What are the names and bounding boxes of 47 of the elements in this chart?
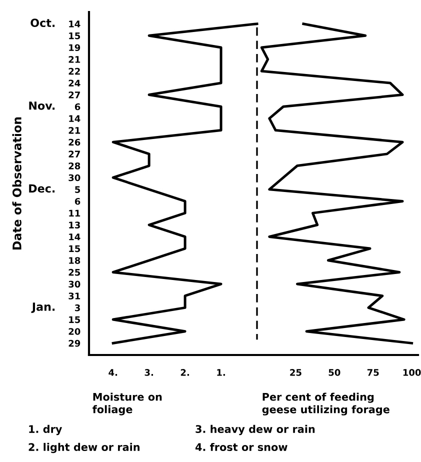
y-tick-label: 13 [69, 222, 80, 228]
text: 3. heavy dew or rain [196, 424, 315, 436]
y-tick-label: 5 [75, 186, 80, 193]
x-axis-title: Per cent of feeding geese utilizing forage [262, 392, 390, 416]
x-tick-label: 2. [180, 369, 189, 376]
y-tick-label: 14 [69, 115, 80, 122]
x-tick-label: 3. [144, 369, 154, 376]
y-tick-label: 25 [68, 268, 80, 276]
y-tick-label: 26 [68, 138, 80, 146]
y-tick-label: 27 [68, 150, 80, 158]
x-axis-title: Moisture on foliage [92, 392, 162, 416]
x-tick-label: 50 [328, 369, 340, 376]
text: Jan. [31, 302, 55, 313]
y-tick-label: 14 [69, 234, 80, 240]
text: Nov. [29, 102, 55, 110]
y-tick-label: 15 [69, 316, 80, 324]
y-axis-title: Date of Observation [12, 117, 22, 250]
x-tick-label: 25 [290, 369, 302, 376]
y-tick-label: 31 [68, 292, 80, 300]
y-tick-label: 30 [68, 174, 80, 182]
y-tick-label: 6 [74, 198, 80, 205]
y-tick-label: 24 [68, 80, 80, 86]
x-tick-label: 100 [403, 369, 421, 376]
text: Oct. [30, 18, 55, 28]
y-tick-label: 14 [69, 20, 80, 28]
y-tick-label: 21 [68, 56, 80, 63]
y-tick-label: 18 [69, 257, 80, 264]
y-tick-label: 28 [68, 162, 80, 170]
text: Dec. [29, 184, 55, 193]
x-tick-label: 1. [217, 369, 225, 376]
y-tick-label: 11 [69, 210, 80, 216]
text: 1. dry [29, 424, 62, 436]
y-tick-label: 27 [68, 92, 80, 98]
x-tick-label: 4. [108, 369, 118, 376]
y-tick-label: 15 [69, 245, 80, 252]
y-tick-label: 19 [69, 44, 80, 52]
y-tick-label: 21 [68, 127, 80, 134]
text: 4. frost or snow [195, 442, 288, 452]
y-tick-label: 15 [69, 32, 80, 40]
y-tick-label: 20 [68, 328, 80, 335]
y-tick-label: 30 [68, 280, 80, 288]
y-tick-label: 29 [68, 340, 80, 347]
y-tick-label: 3 [74, 304, 80, 312]
text: 2. light dew or rain [28, 442, 140, 454]
y-tick-label: 22 [68, 68, 80, 75]
y-tick-label: 6 [74, 103, 80, 110]
x-tick-label: 75 [367, 369, 379, 376]
